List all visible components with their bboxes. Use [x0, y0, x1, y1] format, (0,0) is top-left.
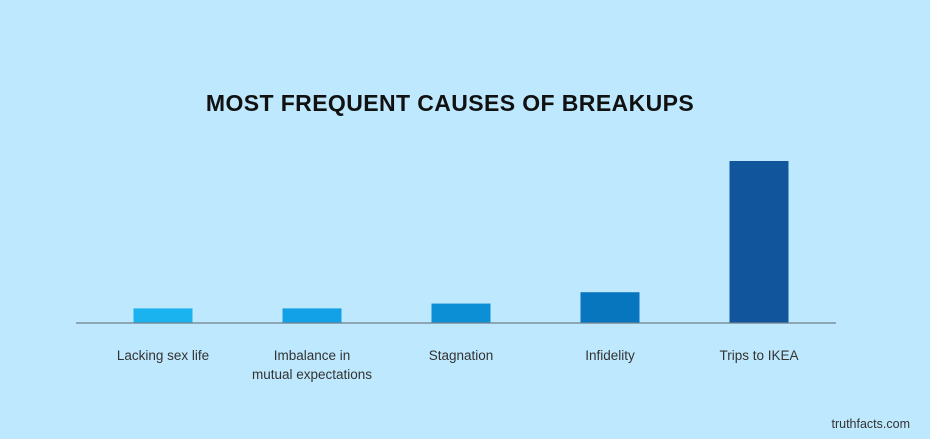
- source-credit: truthfacts.com: [832, 417, 911, 431]
- category-label-line: Imbalance in: [274, 348, 351, 363]
- chart-title: MOST FREQUENT CAUSES OF BREAKUPS: [206, 90, 694, 116]
- category-label-4: Infidelity: [585, 348, 635, 363]
- bar-2: [282, 308, 342, 323]
- category-label-line: Stagnation: [429, 348, 494, 363]
- category-label-3: Stagnation: [429, 348, 494, 363]
- bar-3: [431, 303, 491, 323]
- category-labels: Lacking sex life Imbalance in mutual expec…: [117, 348, 799, 382]
- category-label-2: Imbalance in mutual expectations: [252, 348, 372, 382]
- category-label-line: mutual expectations: [252, 367, 372, 382]
- bars: [133, 161, 789, 323]
- category-label-5: Trips to IKEA: [719, 348, 798, 363]
- bar-4: [580, 292, 640, 323]
- category-label-line: Infidelity: [585, 348, 635, 363]
- category-label-line: Trips to IKEA: [719, 348, 798, 363]
- category-label-1: Lacking sex life: [117, 348, 209, 363]
- bar-5: [729, 161, 789, 323]
- bar-1: [133, 308, 193, 323]
- category-label-line: Lacking sex life: [117, 348, 209, 363]
